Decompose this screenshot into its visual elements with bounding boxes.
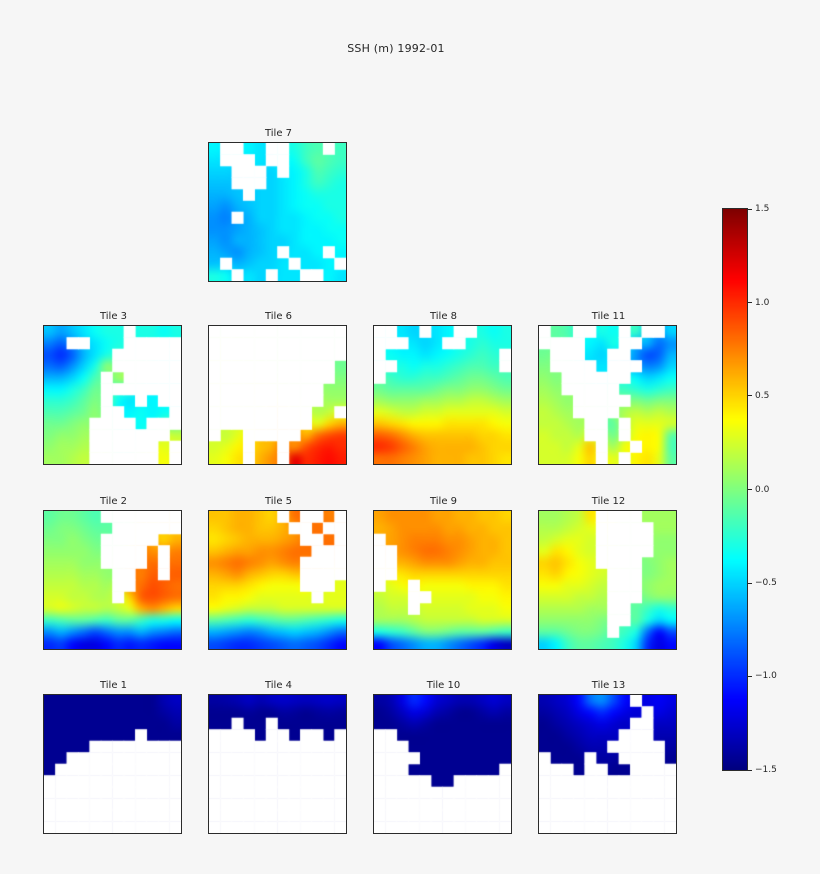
tile-4-panel: Tile 4 [208, 678, 348, 834]
tile-9-panel: Tile 9 [373, 494, 513, 650]
tile-8-heatmap [373, 325, 512, 465]
tile-9-title: Tile 9 [429, 496, 458, 507]
tile-9-heatmap [373, 510, 512, 650]
tick-mark [748, 489, 752, 490]
colorbar-gradient [722, 208, 748, 771]
tile-10-heatmap [373, 694, 512, 834]
colorbar-tick: −1.5 [748, 765, 777, 775]
tile-5-title: Tile 5 [264, 496, 293, 507]
tick-mark [748, 395, 752, 397]
tile-13-heatmap [538, 694, 677, 834]
tile-10-title: Tile 10 [426, 680, 461, 691]
tile-6-title: Tile 6 [264, 311, 293, 322]
colorbar: 1.5 1.0 0.5 0.0 −0.5 −1.0 −1.5 [722, 204, 777, 775]
tile-1-title: Tile 1 [99, 680, 128, 691]
tick-mark [748, 302, 752, 303]
tile-3-heatmap [43, 325, 182, 465]
tile-2-title: Tile 2 [99, 496, 128, 507]
colorbar-tick: −1.0 [748, 671, 777, 681]
tile-13-title: Tile 13 [591, 680, 626, 691]
tile-6-panel: Tile 6 [208, 309, 348, 465]
tile-7-title: Tile 7 [264, 128, 293, 139]
figure-title: SSH (m) 1992-01 [347, 42, 445, 55]
colorbar-tick: 0.5 [748, 391, 769, 401]
tile-12-heatmap [538, 510, 677, 650]
tile-11-heatmap [538, 325, 677, 465]
tile-3-title: Tile 3 [99, 311, 128, 322]
tile-7-heatmap [208, 142, 347, 282]
tile-2-heatmap [43, 510, 182, 650]
tile-1-heatmap [43, 694, 182, 834]
tile-1-panel: Tile 1 [43, 678, 183, 834]
tile-7-panel: Tile 7 [208, 126, 348, 282]
tile-11-panel: Tile 11 [538, 309, 678, 465]
colorbar-tick: 1.0 [748, 298, 769, 308]
tile-12-title: Tile 12 [591, 496, 626, 507]
tile-8-panel: Tile 8 [373, 309, 513, 465]
tick-mark [748, 675, 752, 677]
tick-mark [748, 582, 752, 584]
tile-12-panel: Tile 12 [538, 494, 678, 650]
tile-6-heatmap [208, 325, 347, 465]
tick-mark [748, 769, 752, 771]
tile-11-title: Tile 11 [591, 311, 626, 322]
colorbar-tick: 0.0 [748, 485, 769, 495]
tile-13-panel: Tile 13 [538, 678, 678, 834]
tile-4-title: Tile 4 [264, 680, 293, 691]
tile-5-heatmap [208, 510, 347, 650]
colorbar-tick: 1.5 [748, 204, 769, 214]
tile-2-panel: Tile 2 [43, 494, 183, 650]
tile-5-panel: Tile 5 [208, 494, 348, 650]
tile-4-heatmap [208, 694, 347, 834]
tile-10-panel: Tile 10 [373, 678, 513, 834]
colorbar-tick: −0.5 [748, 578, 777, 588]
tile-3-panel: Tile 3 [43, 309, 183, 465]
tick-mark [748, 208, 752, 210]
tile-8-title: Tile 8 [429, 311, 458, 322]
